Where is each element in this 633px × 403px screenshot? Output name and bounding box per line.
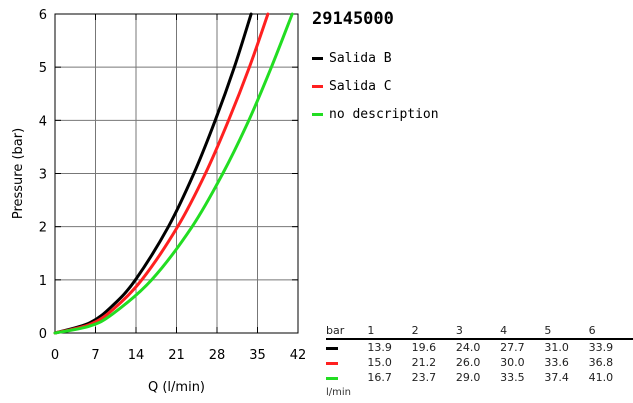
x-tick-label: 42 (290, 348, 307, 363)
flow-value-cell: 21.2 (411, 356, 437, 369)
x-tick-label: 21 (168, 348, 185, 363)
flow-value-cell: 23.7 (411, 371, 437, 384)
y-axis-label: Pressure (bar) (11, 128, 26, 219)
x-axis-label: Q (l/min) (148, 380, 205, 395)
x-tick-label: 14 (128, 348, 145, 363)
x-tick-label: 35 (249, 348, 266, 363)
legend-swatch-salida-c (312, 84, 323, 88)
series-line-no-description (53, 12, 294, 335)
flow-value-cell: 33.9 (588, 341, 614, 354)
y-tick-label: 4 (39, 114, 47, 129)
legend-item-salida-b: Salida B (312, 44, 439, 72)
chart-title: 29145000 (312, 9, 394, 29)
y-tick-label: 2 (39, 221, 47, 236)
row-swatch-salida-b (326, 339, 367, 355)
y-tick-label: 5 (39, 61, 47, 76)
legend-label-no-description: no description (329, 106, 439, 122)
flow-value-cell: 27.7 (500, 341, 525, 354)
flow-value-cell: 30.0 (500, 356, 525, 369)
flow-value-cell: 26.0 (455, 356, 481, 369)
flow-value-cell: 15.0 (367, 356, 392, 369)
flow-unit-label: l/min (326, 387, 352, 398)
flow-value-cell: 33.6 (544, 356, 569, 369)
legend-label-salida-c: Salida C (329, 78, 392, 94)
flow-value-cell: 16.7 (367, 371, 392, 384)
flow-table: bar 1 2 3 4 5 6 13.9 19.6 24.0 27.7 31.0… (326, 323, 633, 400)
pressure-column-header: 5 (544, 323, 589, 340)
flow-table-row-no-description: 16.7 23.7 29.0 33.5 37.4 41.0 (326, 370, 633, 385)
series-line-salida-b (53, 12, 253, 335)
pressure-column-header: 6 (588, 323, 633, 340)
flow-value-cell: 36.8 (588, 356, 614, 369)
legend-swatch-salida-b (312, 56, 323, 60)
row-swatch-no-description (326, 370, 367, 385)
flow-table-header: bar 1 2 3 4 5 6 (326, 323, 633, 340)
pressure-column-header: 1 (367, 323, 412, 340)
pressure-unit-label: bar (326, 323, 368, 340)
legend-item-salida-c: Salida C (312, 72, 439, 100)
flow-value-cell: 29.0 (455, 371, 481, 384)
x-tick-label: 0 (51, 348, 59, 363)
y-tick-label: 3 (39, 168, 47, 183)
flow-unit-row: l/min (326, 385, 633, 400)
flow-table-row-salida-c: 15.0 21.2 26.0 30.0 33.6 36.8 (326, 355, 633, 370)
pressure-column-header: 4 (500, 323, 545, 340)
flow-value-cell: 33.5 (500, 371, 525, 384)
pressure-column-header: 2 (411, 323, 456, 340)
legend-item-no-description: no description (312, 100, 439, 128)
legend-label-salida-b: Salida B (329, 50, 392, 66)
y-tick-label: 6 (39, 8, 47, 23)
y-tick-label: 0 (39, 327, 47, 342)
pressure-column-header: 3 (455, 323, 501, 340)
flow-value-cell: 37.4 (544, 371, 569, 384)
flow-table-row-salida-b: 13.9 19.6 24.0 27.7 31.0 33.9 (326, 339, 633, 355)
x-tick-label: 28 (209, 348, 226, 363)
series-line-salida-c (53, 12, 270, 335)
row-swatch-salida-c (326, 355, 367, 370)
flow-value-cell: 19.6 (411, 341, 437, 354)
flow-value-cell: 13.9 (367, 341, 392, 354)
legend: Salida B Salida C no description (312, 44, 439, 128)
flow-value-cell: 41.0 (588, 371, 614, 384)
flow-value-cell: 31.0 (544, 341, 569, 354)
y-tick-label: 1 (39, 274, 47, 289)
legend-swatch-no-description (312, 112, 323, 116)
x-tick-label: 7 (91, 348, 99, 363)
flow-value-cell: 24.0 (455, 341, 481, 354)
